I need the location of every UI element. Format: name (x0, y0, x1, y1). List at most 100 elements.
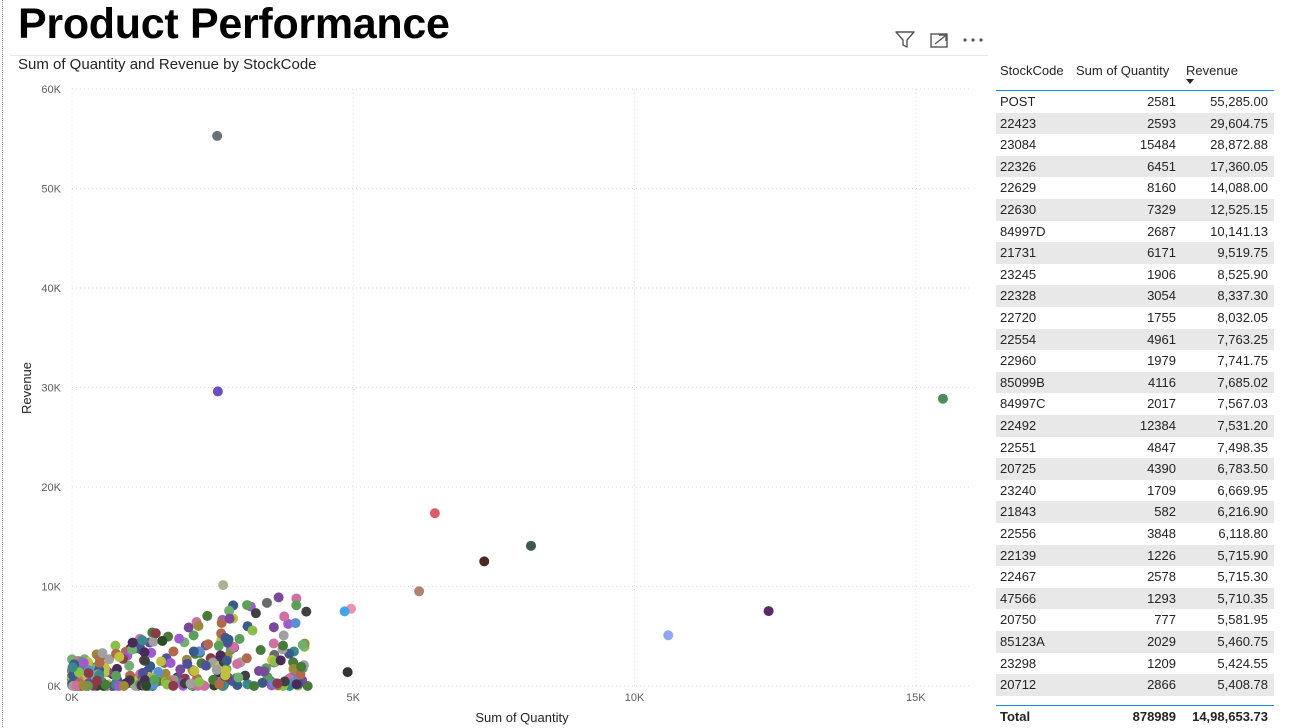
scatter-point[interactable] (249, 680, 260, 691)
scatter-point[interactable] (216, 617, 227, 628)
scatter-point[interactable] (67, 662, 78, 673)
column-header-sum-of-quantity[interactable]: Sum of Quantity (1076, 63, 1170, 78)
scatter-point[interactable] (288, 663, 299, 674)
scatter-point[interactable] (188, 646, 199, 657)
scatter-point[interactable] (211, 664, 222, 675)
scatter-point[interactable] (212, 130, 223, 141)
scatter-point[interactable] (261, 597, 272, 608)
scatter-point[interactable] (212, 386, 223, 397)
scatter-point[interactable] (279, 611, 290, 622)
scatter-point[interactable] (110, 640, 121, 651)
scatter-point[interactable] (233, 672, 244, 683)
table-row[interactable]: 20750 777 5,581.95 (996, 609, 1274, 631)
scatter-point[interactable] (185, 678, 196, 689)
scatter-point[interactable] (429, 508, 440, 519)
scatter-point[interactable] (339, 606, 350, 617)
scatter-point[interactable] (241, 653, 252, 664)
table-row[interactable]: 22423 2593 29,604.75 (996, 112, 1274, 135)
scatter-point[interactable] (250, 608, 261, 619)
scatter-point[interactable] (479, 556, 490, 567)
table-row[interactable]: 23240 1709 6,669.95 (996, 480, 1274, 502)
table-row[interactable]: 84997D 2687 10,141.13 (996, 221, 1274, 243)
scatter-point[interactable] (97, 648, 108, 659)
table-row[interactable]: 85123A 2029 5,460.75 (996, 631, 1274, 653)
table-row[interactable]: 22556 3848 6,118.80 (996, 523, 1274, 545)
scatter-point[interactable] (111, 670, 122, 681)
scatter-point[interactable] (148, 636, 159, 647)
scatter-point[interactable] (156, 656, 167, 667)
column-header-stockcode[interactable]: StockCode (1000, 63, 1064, 78)
scatter-point[interactable] (114, 651, 125, 662)
scatter-point[interactable] (297, 639, 308, 650)
scatter-point[interactable] (92, 675, 103, 686)
scatter-point[interactable] (202, 610, 213, 621)
scatter-point[interactable] (242, 600, 253, 611)
table-row[interactable]: 47566 1293 5,710.35 (996, 587, 1274, 610)
scatter-point[interactable] (183, 622, 194, 633)
table-row[interactable]: 23245 1906 8,525.90 (996, 264, 1274, 286)
scatter-chart[interactable]: 0K 10K 20K 30K 40K 50K 60K 0K 5K 10K 15K Revenue S… (0, 0, 990, 727)
scatter-point[interactable] (203, 639, 214, 650)
scatter-point[interactable] (220, 665, 231, 676)
table-row[interactable]: 22328 3054 8,337.30 (996, 285, 1274, 307)
scatter-point[interactable] (223, 634, 234, 645)
table-row[interactable]: 23298 1209 5,424.55 (996, 653, 1274, 675)
scatter-point[interactable] (193, 621, 204, 632)
scatter-point[interactable] (174, 633, 185, 644)
focus-mode-icon[interactable] (926, 29, 952, 51)
scatter-point[interactable] (234, 633, 245, 644)
scatter-point[interactable] (247, 625, 258, 636)
scatter-point[interactable] (165, 657, 176, 668)
table-row[interactable]: 22139 1226 5,715.90 (996, 544, 1274, 567)
scatter-point[interactable] (168, 646, 179, 657)
table-row[interactable]: 20712 2866 5,408.78 (996, 674, 1274, 696)
scatter-point[interactable] (259, 666, 270, 677)
scatter-point[interactable] (189, 665, 200, 676)
scatter-point[interactable] (200, 660, 211, 671)
scatter-point[interactable] (168, 680, 179, 691)
table-row[interactable]: 22326 6451 17,360.05 (996, 155, 1274, 178)
scatter-point[interactable] (663, 630, 674, 641)
scatter-point[interactable] (275, 655, 286, 666)
scatter-point[interactable] (257, 677, 268, 688)
scatter-point[interactable] (283, 618, 294, 629)
scatter-point[interactable] (194, 676, 205, 687)
scatter-point[interactable] (78, 657, 89, 668)
scatter-point[interactable] (937, 393, 948, 404)
scatter-point[interactable] (224, 613, 235, 624)
scatter-point[interactable] (268, 638, 279, 649)
scatter-point[interactable] (255, 645, 266, 656)
scatter-point[interactable] (213, 640, 224, 651)
scatter-point[interactable] (83, 668, 94, 679)
scatter-point[interactable] (296, 661, 307, 672)
table-row[interactable]: POST 2581 55,285.00 (996, 91, 1274, 113)
scatter-point[interactable] (157, 635, 168, 646)
scatter-point[interactable] (139, 647, 150, 658)
scatter-point[interactable] (272, 678, 283, 689)
table-row[interactable]: 22960 1979 7,741.75 (996, 350, 1274, 372)
scatter-point[interactable] (278, 630, 289, 641)
scatter-point[interactable] (278, 640, 289, 651)
table-body[interactable]: POST 2581 55,285.00 22423 2593 29,604.75 23084… (996, 91, 1274, 699)
table-row[interactable]: 85099B 4116 7,685.02 (996, 371, 1274, 394)
scatter-point[interactable] (268, 622, 279, 633)
scatter-point[interactable] (182, 658, 193, 669)
table-row[interactable]: 22720 1755 8,032.05 (996, 307, 1274, 329)
table-row[interactable]: 22554 4961 7,763.25 (996, 328, 1274, 351)
scatter-point[interactable] (279, 676, 290, 687)
scatter-point[interactable] (188, 630, 199, 641)
scatter-point[interactable] (149, 674, 160, 685)
table-row[interactable]: 21731 6171 9,519.75 (996, 242, 1274, 264)
table-row[interactable]: 21843 582 6,216.90 (996, 501, 1274, 523)
scatter-point[interactable] (291, 600, 302, 611)
scatter-point[interactable] (526, 540, 536, 551)
scatter-point[interactable] (763, 606, 774, 617)
column-header-revenue[interactable]: Revenue (1186, 63, 1239, 78)
scatter-point[interactable] (100, 679, 111, 690)
scatter-point[interactable] (139, 655, 150, 666)
table-row[interactable]: 22492 12384 7,531.20 (996, 415, 1274, 437)
scatter-point[interactable] (290, 618, 301, 629)
scatter-point[interactable] (224, 605, 235, 616)
scatter-point[interactable] (104, 654, 115, 665)
scatter-point[interactable] (232, 658, 243, 669)
